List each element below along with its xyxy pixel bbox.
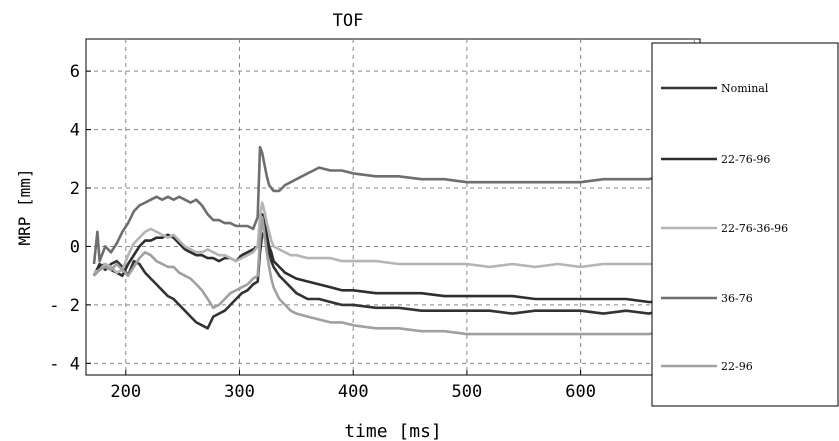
x-tick-label: 400 bbox=[338, 382, 369, 402]
y-axis-label: MRP [mm] bbox=[15, 168, 34, 245]
series-line-3 bbox=[92, 44, 694, 265]
legend-box bbox=[651, 42, 839, 407]
series-line-4 bbox=[93, 215, 693, 371]
legend-label-2: 22-76-36-96 bbox=[721, 222, 788, 235]
chart-title: TOF bbox=[333, 11, 364, 31]
y-tick-label: - 4 bbox=[49, 354, 80, 374]
series-line-1 bbox=[92, 213, 691, 336]
y-tick-label: 0 bbox=[70, 237, 80, 257]
x-tick-label: 500 bbox=[452, 382, 483, 402]
series-layer bbox=[92, 44, 694, 371]
x-tick-label: 200 bbox=[110, 382, 141, 402]
legend-label-1: 22-76-96 bbox=[721, 153, 770, 166]
y-tick-label: - 2 bbox=[49, 296, 80, 316]
x-tick-label: 300 bbox=[224, 382, 255, 402]
y-tick-label: 6 bbox=[70, 62, 80, 82]
plot-area bbox=[85, 38, 701, 376]
legend-label-3: 36-76 bbox=[721, 292, 753, 305]
series-line-2 bbox=[93, 201, 693, 286]
legend-label-0: Nominal bbox=[721, 82, 769, 95]
x-axis-label: time [ms] bbox=[344, 421, 442, 441]
y-tick-label: 2 bbox=[70, 179, 80, 199]
x-tick-label: 600 bbox=[565, 382, 596, 402]
y-tick-label: 4 bbox=[70, 121, 80, 141]
legend: Nominal 22-76-96 22-76-36-96 36-76 22-96 bbox=[661, 82, 788, 373]
legend-label-4: 22-96 bbox=[721, 360, 753, 373]
